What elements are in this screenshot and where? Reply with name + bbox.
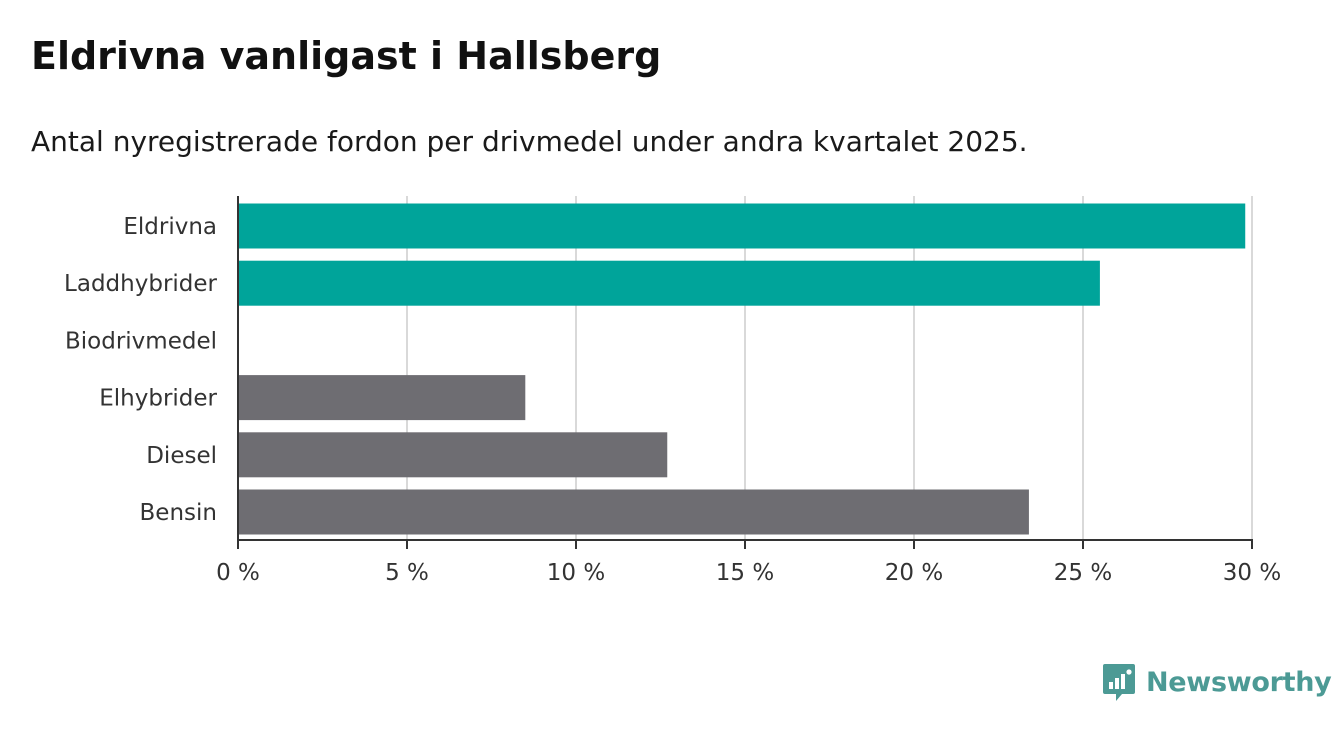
bar-eldrivna: [238, 203, 1246, 249]
category-label: Eldrivna: [123, 214, 217, 240]
bar-elhybrider: [238, 375, 526, 421]
bar-laddhybrider: [238, 260, 1100, 306]
bars: [238, 203, 1246, 535]
x-tick-label: 25 %: [1054, 560, 1112, 586]
x-tick-label: 5 %: [385, 560, 429, 586]
bar-diesel: [238, 432, 668, 478]
x-axis: 0 % 5 % 10 % 15 % 20 % 25 % 30 %: [216, 196, 1281, 586]
chart-title: Eldrivna vanligast i Hallsberg: [31, 34, 662, 78]
x-tick-label: 15 %: [716, 560, 774, 586]
chart-subtitle: Antal nyregistrerade fordon per drivmede…: [31, 125, 1028, 158]
category-label: Elhybrider: [99, 386, 217, 412]
category-label: Diesel: [146, 443, 217, 469]
category-label: Bensin: [140, 500, 217, 526]
logo-text: Newsworthy: [1146, 666, 1332, 698]
x-tick-label: 10 %: [547, 560, 605, 586]
x-tick-label: 0 %: [216, 560, 260, 586]
category-label: Laddhybrider: [64, 271, 217, 297]
category-label: Biodrivmedel: [65, 328, 217, 354]
x-tick-label: 30 %: [1223, 560, 1281, 586]
grid-lines: [406, 196, 1253, 540]
x-tick-label: 20 %: [885, 560, 943, 586]
bar-chart-speech-bubble-icon: [1103, 664, 1135, 701]
bar-bensin: [238, 489, 1029, 535]
category-labels: Eldrivna Laddhybrider Biodrivmedel Elhybrid…: [64, 214, 217, 526]
newsworthy-logo: Newsworthy: [1102, 662, 1332, 702]
